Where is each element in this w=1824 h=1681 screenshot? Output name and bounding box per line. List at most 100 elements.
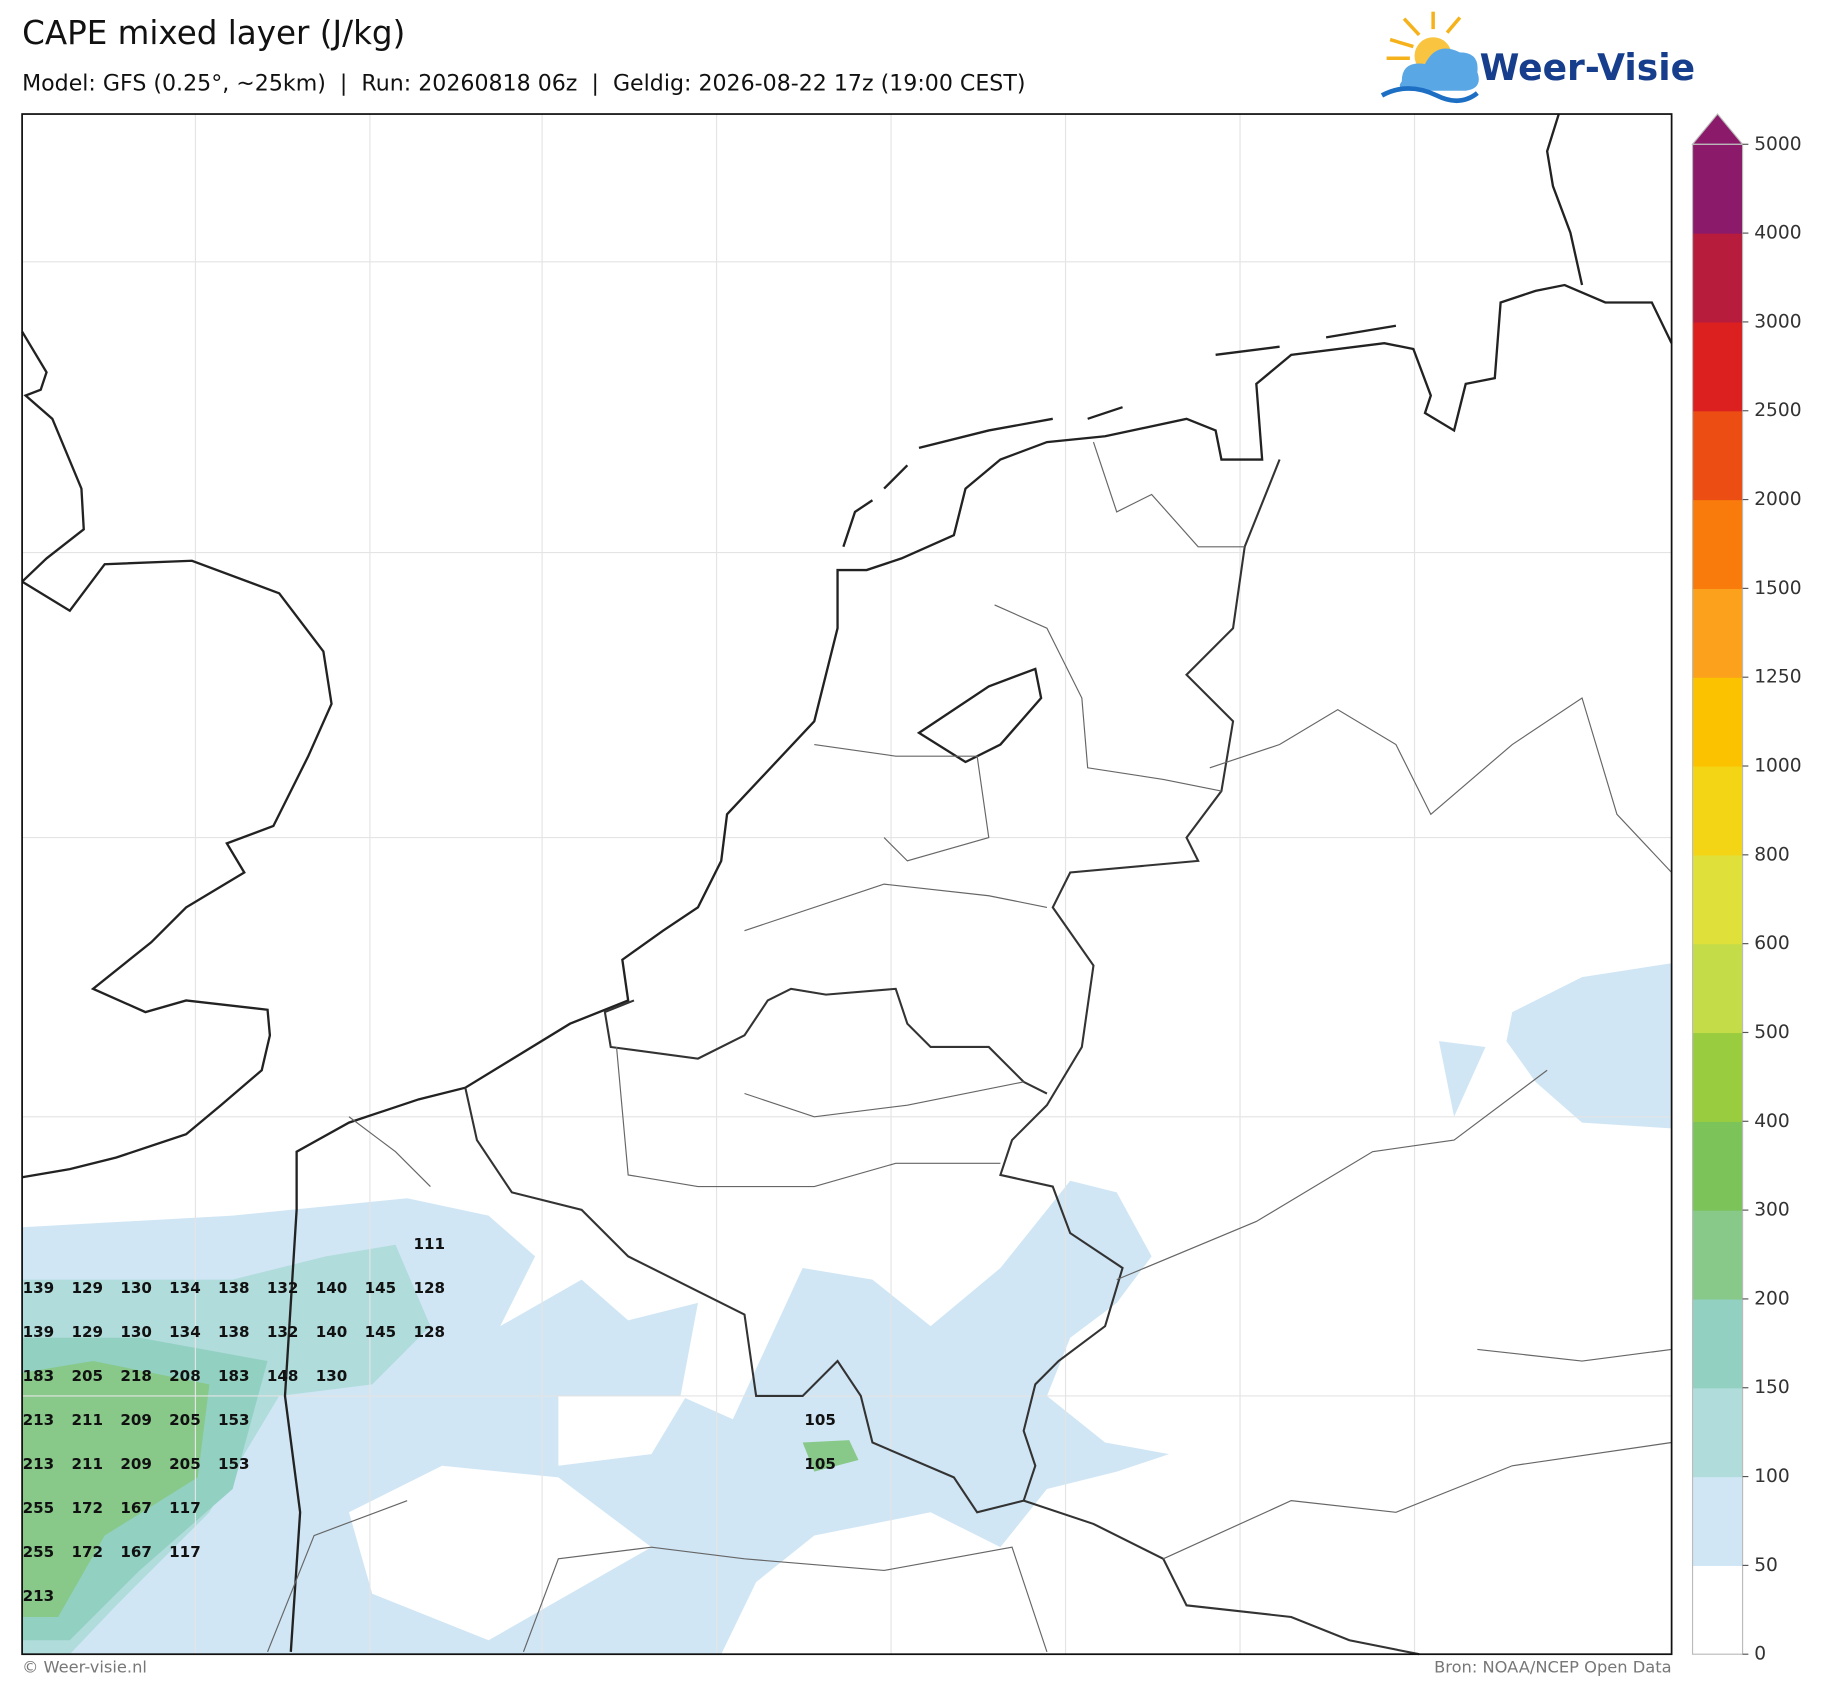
colorbar-band	[1692, 1298, 1743, 1389]
colorbar-band	[1692, 766, 1743, 856]
cape-value: 145	[365, 1323, 397, 1341]
cape-value: 172	[71, 1543, 103, 1561]
cape-value: 145	[365, 1279, 397, 1297]
region-borders	[267, 441, 1673, 1653]
colorbar-band	[1692, 1121, 1743, 1211]
colorbar-band	[1692, 321, 1743, 412]
colorbar-band	[1692, 1387, 1743, 1478]
colorbar-tick-label: 100	[1754, 1466, 1790, 1487]
colorbar-band	[1692, 588, 1743, 678]
colorbar-frame	[1691, 143, 1744, 1655]
cape-value: 129	[71, 1279, 103, 1297]
cape-value: 213	[23, 1411, 55, 1429]
colorbar-band	[1692, 410, 1743, 501]
colorbar-band	[1692, 677, 1743, 767]
cape-value: 129	[71, 1323, 103, 1341]
cape-value: 140	[316, 1279, 348, 1297]
subtitle: Model: GFS (0.25°, ~25km) | Run: 2026081…	[22, 70, 1025, 96]
cape-value: 130	[120, 1279, 152, 1297]
cape-value: 213	[23, 1455, 55, 1473]
cape-value: 172	[71, 1499, 103, 1517]
title: CAPE mixed layer (J/kg)	[22, 14, 405, 52]
colorbar-tick-label: 1250	[1754, 667, 1801, 688]
colorbar-band	[1692, 943, 1743, 1034]
coastlines	[21, 113, 1673, 1652]
logo-text: Weer-Visie	[1480, 47, 1695, 89]
colorbar-band	[1692, 1476, 1743, 1566]
colorbar-tick-label: 4000	[1754, 223, 1801, 244]
cape-value: 218	[120, 1367, 152, 1385]
cape-value: 167	[120, 1499, 152, 1517]
colorbar-band	[1692, 1565, 1743, 1655]
country-borders	[464, 459, 1420, 1656]
colorbar-tick-label: 2000	[1754, 489, 1801, 510]
cape-value: 132	[267, 1323, 299, 1341]
cape-value: 205	[71, 1367, 103, 1385]
cape-value: 255	[23, 1499, 55, 1517]
colorbar-band	[1692, 499, 1743, 589]
cape-value: 205	[169, 1455, 201, 1473]
cape-value: 153	[218, 1455, 250, 1473]
cape-value: 117	[169, 1499, 201, 1517]
colorbar-tick-label: 600	[1754, 933, 1790, 954]
colorbar-band	[1692, 854, 1743, 945]
colorbar-extend	[1691, 113, 1744, 145]
cape-value: 140	[316, 1323, 348, 1341]
cape-shading	[22, 963, 1672, 1655]
cape-value: 139	[23, 1279, 55, 1297]
cape-value: 130	[120, 1323, 152, 1341]
colorbar-tick-label: 1000	[1754, 756, 1801, 777]
colorbar-tick-label: 500	[1754, 1022, 1790, 1043]
cape-value: 139	[23, 1323, 55, 1341]
cape-value: 117	[169, 1543, 201, 1561]
colorbar-band	[1692, 1032, 1743, 1122]
colorbar-tick-label: 50	[1754, 1555, 1778, 1576]
cape-value: 132	[267, 1279, 299, 1297]
cape-value: 211	[71, 1411, 103, 1429]
cape-value: 134	[169, 1323, 201, 1341]
colorbar-tick-label: 200	[1754, 1288, 1790, 1309]
cape-value: 128	[413, 1279, 445, 1297]
cape-value: 208	[169, 1367, 201, 1385]
colorbar-tick-label: 800	[1754, 844, 1790, 865]
cape-value: 255	[23, 1543, 55, 1561]
colorbar-tick-label: 0	[1754, 1644, 1766, 1665]
value-labels: 111 139 129 130 134 138 132 140 145 128 139 129 130 1…	[23, 1235, 836, 1605]
cape-value: 105	[804, 1455, 836, 1473]
colorbar-band	[1692, 1210, 1743, 1300]
colorbar-band	[1692, 144, 1743, 234]
cape-value: 105	[804, 1411, 836, 1429]
cape-value: 167	[120, 1543, 152, 1561]
cape-value: 209	[120, 1455, 152, 1473]
colorbar-tick-label: 150	[1754, 1377, 1790, 1398]
graticule	[22, 114, 1672, 1655]
cape-value: 205	[169, 1411, 201, 1429]
colorbar: 0 50 100 150 200 300 400 500 600 800 1000 1250 1500 2…	[1691, 113, 1802, 1665]
map: 111 139 129 130 134 138 132 140 145 128 139 129 130 1…	[21, 113, 1673, 1656]
colorbar-tick-label: 300	[1754, 1200, 1790, 1221]
cape-value: 130	[316, 1367, 348, 1385]
colorbar-tick-label: 2500	[1754, 400, 1801, 421]
cape-value: 148	[267, 1367, 299, 1385]
footer-source: Bron: NOAA/NCEP Open Data	[1434, 1658, 1672, 1677]
footer-credit: © Weer-visie.nl	[22, 1658, 147, 1677]
cape-value: 153	[218, 1411, 250, 1429]
colorbar-tick-label: 400	[1754, 1111, 1790, 1132]
colorbar-band	[1692, 233, 1743, 323]
colorbar-tick-label: 5000	[1754, 134, 1801, 155]
cape-value: 211	[71, 1455, 103, 1473]
cape-value: 128	[413, 1323, 445, 1341]
cape-value: 134	[169, 1279, 201, 1297]
colorbar-tick-label: 1500	[1754, 578, 1801, 599]
cape-value: 138	[218, 1279, 250, 1297]
cape-value: 183	[23, 1367, 55, 1385]
cape-value: 213	[23, 1587, 55, 1605]
cape-value: 111	[413, 1235, 445, 1253]
map-frame	[21, 113, 1673, 1656]
logo: Weer-Visie	[1380, 11, 1695, 103]
cape-value: 209	[120, 1411, 152, 1429]
cape-value: 183	[218, 1367, 250, 1385]
cape-value: 138	[218, 1323, 250, 1341]
